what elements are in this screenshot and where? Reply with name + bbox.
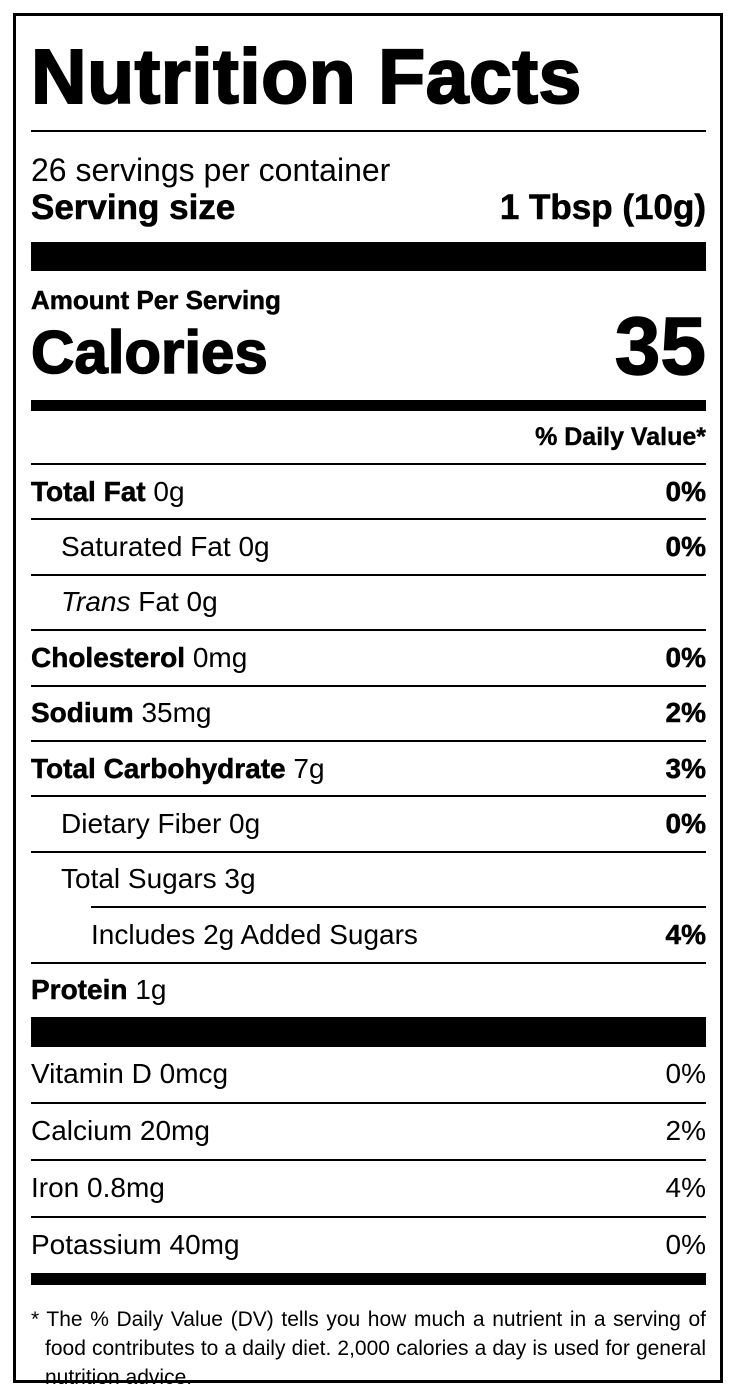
vitamin-dv: 2% <box>665 1115 706 1147</box>
calories-row: Calories 35 <box>30 305 707 389</box>
serving-size: Serving size 1 Tbsp (10g) <box>31 188 707 228</box>
nutrient-row-cholesterol: Cholesterol 0mg 0% <box>31 629 706 684</box>
footnote: * The % Daily Value (DV) tells you how m… <box>31 1307 706 1389</box>
nutrient-row-trans-fat: Trans Fat 0g <box>31 573 706 629</box>
nutrient-row-dietary-fiber: Dietary Fiber 0g 0% <box>31 795 706 850</box>
nutrient-dv: 2% <box>665 697 706 729</box>
vitamin-row-iron: Iron 0.8mg 4% <box>31 1158 706 1216</box>
nutrient-name: Dietary Fiber <box>61 808 222 840</box>
nutrient-row-saturated-fat: Saturated Fat 0g 0% <box>31 518 706 573</box>
nutrient-name: Includes 2g Added Sugars <box>91 918 418 950</box>
vitamin-name: Iron 0.8mg <box>31 1172 165 1204</box>
nutrient-row-sodium: Sodium 35mg 2% <box>31 684 706 740</box>
nutrient-amount: 1g <box>135 974 167 1006</box>
amount-per-serving: Amount Per Serving <box>31 285 281 316</box>
vitamin-name: Calcium 20mg <box>31 1115 210 1147</box>
label-title: Nutrition Facts <box>30 34 582 120</box>
thick-divider <box>31 1016 706 1047</box>
medium-divider <box>31 400 706 411</box>
nutrient-amount: 35mg <box>141 697 212 729</box>
vitamin-dv: 0% <box>665 1058 706 1090</box>
vitamin-row-vitamin-d: Vitamin D 0mcg 0% <box>31 1047 706 1102</box>
nutrient-name: Total Sugars <box>61 863 217 895</box>
nutrient-amount: 3g <box>224 863 256 895</box>
vitamin-dv: 0% <box>665 1229 706 1261</box>
nutrient-dv: 0% <box>665 475 706 507</box>
nutrient-row-total-fat: Total Fat 0g 0% <box>31 463 706 518</box>
nutrition-facts-label: Nutrition Facts 26 servings per containe… <box>13 13 723 1389</box>
thick-divider <box>31 242 706 271</box>
nutrient-name: Total Fat <box>31 475 146 507</box>
serving-size-value: 1 Tbsp (10g) <box>499 188 707 228</box>
nutrient-row-added-sugars: Includes 2g Added Sugars 4% <box>31 908 706 961</box>
nutrient-amount: 0g <box>153 475 185 507</box>
calories-label: Calories <box>30 319 268 386</box>
nutrient-name-suffix: Fat <box>138 586 179 618</box>
nutrient-dv: 3% <box>665 752 706 784</box>
servings-per-container: 26 servings per container <box>31 152 391 188</box>
nutrient-amount: 0g <box>229 808 261 840</box>
nutrient-amount: 0mg <box>192 641 248 673</box>
daily-value-header: % Daily Value* <box>535 423 706 451</box>
nutrient-dv: 0% <box>665 641 706 674</box>
nutrient-name: Total Carbohydrate <box>31 752 286 784</box>
nutrient-amount: 0g <box>238 531 270 563</box>
nutrient-amount: 0g <box>186 586 218 618</box>
vitamin-row-calcium: Calcium 20mg 2% <box>31 1101 706 1159</box>
nutrient-row-total-carbohydrate: Total Carbohydrate 7g 3% <box>31 739 706 795</box>
nutrient-name: Saturated Fat <box>61 531 231 563</box>
nutrient-amount: 7g <box>293 752 325 784</box>
vitamin-row-potassium: Potassium 40mg 0% <box>31 1215 706 1273</box>
medium-divider <box>31 1272 706 1285</box>
divider <box>31 130 706 132</box>
vitamin-name: Potassium 40mg <box>31 1229 240 1261</box>
nutrient-name: Protein <box>31 974 128 1006</box>
nutrient-name: Cholesterol <box>31 641 186 674</box>
nutrient-row-protein: Protein 1g <box>31 961 706 1017</box>
nutrient-dv: 0% <box>665 531 706 563</box>
nutrient-name: Sodium <box>31 697 134 729</box>
serving-size-label: Serving size <box>31 188 236 228</box>
calories-value: 35 <box>614 301 707 392</box>
vitamin-name: Vitamin D 0mcg <box>31 1058 229 1090</box>
nutrient-dv: 4% <box>665 918 706 951</box>
sub-divider <box>91 906 706 909</box>
vitamin-dv: 4% <box>665 1172 706 1204</box>
nutrient-row-total-sugars: Total Sugars 3g <box>31 850 706 906</box>
nutrient-name: Trans <box>61 586 131 618</box>
nutrient-dv: 0% <box>665 808 706 840</box>
